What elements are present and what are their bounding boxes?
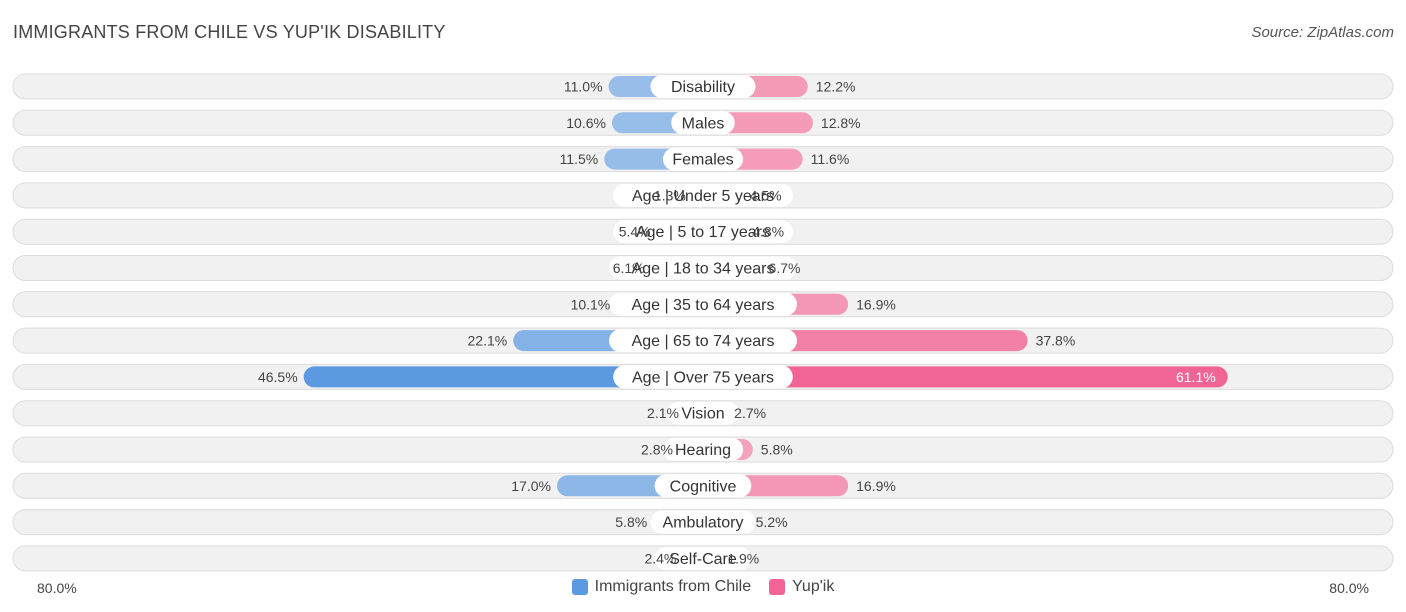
category-label: Age | 18 to 34 years [632, 261, 775, 278]
category-label: Age | Over 75 years [632, 369, 774, 386]
chart-row: Age | 65 to 74 years 22.1% 37.8% [12, 327, 1394, 354]
value-label-yupik: 16.9% [856, 296, 896, 312]
value-label-chile: 22.1% [468, 333, 508, 349]
value-label-yupik: 5.2% [756, 514, 788, 530]
value-label-chile: 2.8% [641, 442, 673, 458]
chart-row: Cognitive 17.0% 16.9% [12, 472, 1394, 499]
source-label: Source: ZipAtlas.com [1251, 24, 1394, 41]
category-label: Age | 35 to 64 years [632, 297, 775, 314]
category-label: Disability [671, 79, 735, 96]
chart-row: Ambulatory 5.8% 5.2% [12, 509, 1394, 536]
value-label-chile: 1.3% [654, 187, 686, 203]
category-pill [609, 292, 797, 316]
category-pill [609, 329, 797, 353]
axis-max-label: 80.0% [1329, 580, 1369, 596]
category-pill [609, 256, 797, 280]
chart-row: Age | Over 75 years 46.5% 61.1% [12, 363, 1394, 390]
value-label-chile: 2.1% [647, 405, 679, 421]
bar-chile [303, 366, 703, 388]
category-pill [650, 510, 756, 534]
category-pill [613, 365, 793, 389]
chart-row: Males 10.6% 12.8% [12, 109, 1394, 136]
diverging-bar-chart: Disability 11.0% 12.2% Males 10.6% 12.8% Femal… [12, 73, 1394, 572]
category-label: Self-Care [669, 551, 737, 568]
value-label-yupik: 12.8% [821, 115, 861, 131]
value-label-chile: 5.8% [615, 514, 647, 530]
category-label: Hearing [675, 442, 731, 459]
category-label: Age | 5 to 17 years [636, 224, 770, 241]
chart-row: Age | 35 to 64 years 10.1% 16.9% [12, 291, 1394, 318]
bar-yupik [703, 366, 1228, 388]
category-label: Cognitive [670, 478, 737, 495]
category-pill [613, 220, 793, 244]
category-pill [613, 183, 793, 207]
value-label-yupik: 11.6% [811, 151, 850, 167]
value-label-yupik: 2.7% [734, 405, 766, 421]
category-label: Ambulatory [663, 515, 744, 532]
value-label-yupik: 37.8% [1036, 333, 1076, 349]
legend-label-chile: Immigrants from Chile [594, 578, 752, 595]
value-label-yupik: 1.9% [727, 550, 759, 566]
category-pill [654, 474, 752, 498]
value-label-chile: 5.4% [619, 224, 651, 240]
value-label-yupik: 12.2% [816, 79, 856, 95]
legend-item-yupik: Yup'ik [769, 578, 834, 596]
legend-swatch-chile [571, 579, 588, 595]
value-label-chile: 10.6% [566, 115, 606, 131]
axis-min-label: 80.0% [37, 580, 77, 596]
value-label-chile: 11.5% [560, 151, 599, 167]
value-label-yupik: 4.8% [752, 224, 784, 240]
category-pill [671, 111, 735, 135]
value-label-chile: 17.0% [511, 478, 551, 494]
category-pill [662, 147, 744, 171]
category-label: Females [672, 152, 733, 169]
chart-row: Disability 11.0% 12.2% [12, 73, 1394, 100]
value-label-chile: 10.1% [571, 296, 611, 312]
category-label: Age | 65 to 74 years [632, 333, 775, 350]
value-label-chile: 6.1% [613, 260, 645, 276]
category-pill [654, 546, 752, 570]
category-pill [667, 401, 739, 425]
value-label-yupik: 5.8% [761, 442, 793, 458]
category-label: Age | Under 5 years [632, 188, 774, 205]
value-label-chile: 46.5% [258, 369, 298, 385]
legend-swatch-yupik [769, 579, 786, 595]
value-label-yupik: 6.7% [769, 260, 801, 276]
value-label-yupik: 61.1% [1176, 369, 1216, 385]
value-label-yupik: 16.9% [856, 478, 896, 494]
legend-item-chile: Immigrants from Chile [571, 578, 752, 596]
category-pill [662, 438, 744, 461]
chart-row: Females 11.5% 11.6% [12, 146, 1394, 173]
category-label: Males [682, 115, 725, 132]
legend-label-yupik: Yup'ik [792, 578, 835, 595]
legend: Immigrants from Chile Yup'ik [0, 578, 1406, 596]
category-pill [650, 75, 756, 98]
category-label: Vision [681, 406, 724, 423]
chart-title: IMMIGRANTS FROM CHILE VS YUP'IK DISABILI… [13, 22, 446, 42]
value-label-chile: 11.0% [564, 79, 603, 95]
value-label-yupik: 4.5% [750, 187, 782, 203]
value-label-chile: 2.4% [644, 550, 676, 566]
